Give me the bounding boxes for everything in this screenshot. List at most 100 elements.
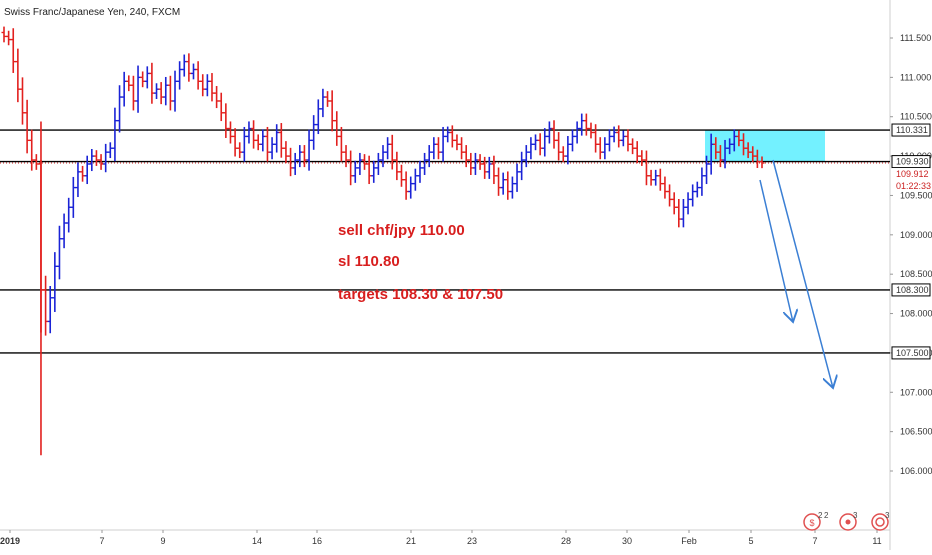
ohlc-bar [630, 138, 636, 155]
ohlc-bar [343, 145, 349, 168]
ohlc-bar [56, 225, 62, 280]
ohlc-bar [135, 65, 141, 113]
ohlc-bar [70, 176, 76, 218]
dollar-badge: 2 [818, 511, 823, 520]
ohlc-bar [269, 137, 275, 160]
ohlc-bar [426, 145, 432, 168]
hline-label-box [891, 123, 931, 137]
ohlc-bar [482, 156, 488, 179]
dollar-badge-2: 2 [824, 511, 829, 520]
ohlc-bar [551, 120, 557, 149]
hline-label: 109.930 [896, 157, 929, 167]
ohlc-bar [121, 71, 127, 107]
sell-zone-rect [705, 130, 825, 162]
ohlc-bar [523, 145, 529, 168]
time-tick-label: 2019 [0, 536, 20, 546]
ohlc-bar [320, 88, 326, 118]
ohlc-bar [98, 154, 104, 170]
ohlc-bar [112, 107, 118, 162]
ohlc-bar [486, 156, 492, 179]
hline-label-box [891, 155, 931, 169]
ohlc-bar [759, 156, 765, 169]
ohlc-bar [10, 28, 16, 73]
time-tick-label: 7 [99, 536, 104, 546]
target-icon[interactable]: 3 [871, 511, 890, 531]
price-tick-label: 108.500 [900, 269, 932, 279]
ohlc-bar [556, 132, 562, 161]
ohlc-bar [167, 75, 173, 111]
ohlc-bar [616, 125, 622, 148]
ohlc-bar [579, 113, 585, 136]
price-tick-label: 110.500 [900, 112, 932, 122]
ohlc-bar [713, 137, 719, 160]
ohlc-bar [560, 146, 566, 162]
ohlc-bar [241, 126, 247, 162]
ohlc-bar [449, 125, 455, 148]
ohlc-bar [699, 167, 705, 196]
time-tick-label: 11 [872, 536, 881, 546]
ohlc-bar [117, 85, 123, 133]
dollar-icon[interactable]: $ 2 2 [803, 511, 829, 531]
ohlc-bars [1, 26, 765, 456]
ohlc-bar [445, 126, 451, 143]
ohlc-bar [80, 165, 86, 182]
ohlc-bar [736, 130, 742, 147]
arrows [759, 159, 833, 388]
hline-label-box [891, 283, 931, 297]
ohlc-bar [643, 150, 649, 186]
ohlc-bar [741, 133, 747, 156]
ohlc-bar [496, 167, 502, 196]
price-tick-label: 106.000 [900, 466, 932, 476]
ohlc-bar [61, 213, 67, 249]
ohlc-bar [722, 139, 728, 169]
ohlc-bar [657, 168, 663, 191]
ohlc-bar [385, 137, 391, 160]
stopwatch-icon[interactable]: 3 [839, 511, 858, 531]
ohlc-bar [680, 198, 686, 228]
ohlc-bar [348, 150, 354, 186]
ohlc-bar [163, 76, 169, 106]
ohlc-bar [288, 147, 294, 177]
price-tick-label: 108.000 [900, 309, 932, 319]
ohlc-bar [717, 145, 723, 168]
ohlc-bar [602, 137, 608, 160]
ohlc-bar [204, 74, 210, 97]
grid [0, 0, 891, 550]
ohlc-bar [422, 152, 428, 175]
price-tick-label: 109.000 [900, 230, 932, 240]
annotations: sell chf/jpy 110.00 sl 110.80 targets 10… [338, 222, 503, 303]
target-arrow-2 [772, 159, 833, 388]
ohlc-bar [195, 61, 201, 90]
ohlc-bar [685, 192, 691, 215]
ohlc-bar [191, 63, 196, 80]
hline-label: 110.331 [896, 125, 928, 135]
ohlc-bar [565, 136, 571, 165]
ohlc-bar [500, 172, 506, 195]
ohlc-bar [459, 137, 465, 160]
ohlc-bar [375, 152, 381, 175]
ohlc-bar [408, 176, 414, 199]
price-tick-label: 106.500 [900, 427, 932, 437]
time-tick-label: 30 [622, 536, 632, 546]
ohlc-bar [435, 137, 441, 160]
ohlc-bar [93, 150, 99, 166]
ohlc-bar [463, 145, 469, 168]
ohlc-bar [200, 74, 206, 97]
chart-title: Swiss Franc/Japanese Yen, 240, FXCM [4, 7, 180, 18]
ohlc-bar [398, 164, 404, 187]
ohlc-bar [620, 130, 626, 147]
ohlc-bar [667, 184, 673, 207]
ohlc-bar [251, 120, 257, 149]
time-tick-label: 23 [467, 536, 477, 546]
indicator-tray: $ 2 2 3 3 [803, 511, 890, 531]
ohlc-bar [177, 61, 183, 90]
time-tick-label: 28 [561, 536, 571, 546]
ohlc-bar [84, 155, 90, 185]
ohlc-bar [676, 198, 682, 228]
ohlc-bar [597, 137, 603, 160]
ohlc-bar [509, 176, 515, 199]
ohlc-bar [292, 152, 298, 175]
ohlc-bar [246, 121, 252, 144]
ohlc-bar [745, 142, 751, 159]
price-marker-label: 109.912 [896, 169, 929, 179]
